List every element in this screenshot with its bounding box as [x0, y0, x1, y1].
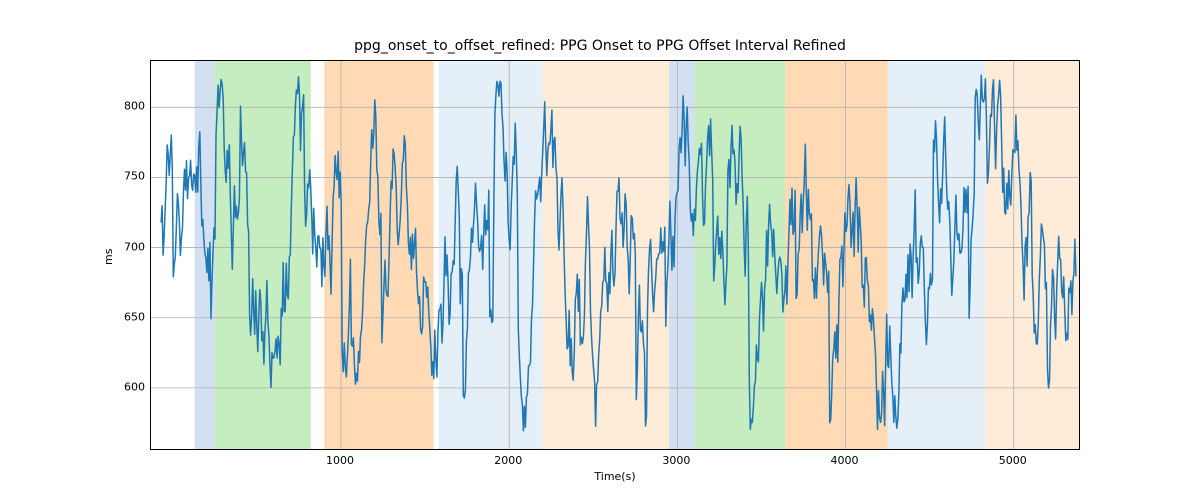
y-axis-label: ms	[102, 249, 115, 265]
x-tick-label: 5000	[999, 454, 1027, 467]
x-tick-label: 2000	[494, 454, 522, 467]
x-tick-label: 4000	[831, 454, 859, 467]
y-tick-label: 600	[124, 380, 145, 393]
x-tick-label: 1000	[326, 454, 354, 467]
plot-svg	[151, 61, 1080, 450]
segment-band	[215, 61, 311, 450]
chart-title: ppg_onset_to_offset_refined: PPG Onset t…	[0, 38, 1200, 54]
plot-area	[150, 60, 1080, 450]
segment-band	[785, 61, 888, 450]
segment-band	[543, 61, 669, 450]
segment-band	[324, 61, 433, 450]
x-tick-label: 3000	[662, 454, 690, 467]
y-tick-label: 800	[124, 100, 145, 113]
x-axis-label: Time(s)	[594, 470, 635, 483]
y-tick-label: 650	[124, 310, 145, 323]
y-tick-label: 700	[124, 240, 145, 253]
y-tick-label: 750	[124, 170, 145, 183]
segment-band	[694, 61, 785, 450]
